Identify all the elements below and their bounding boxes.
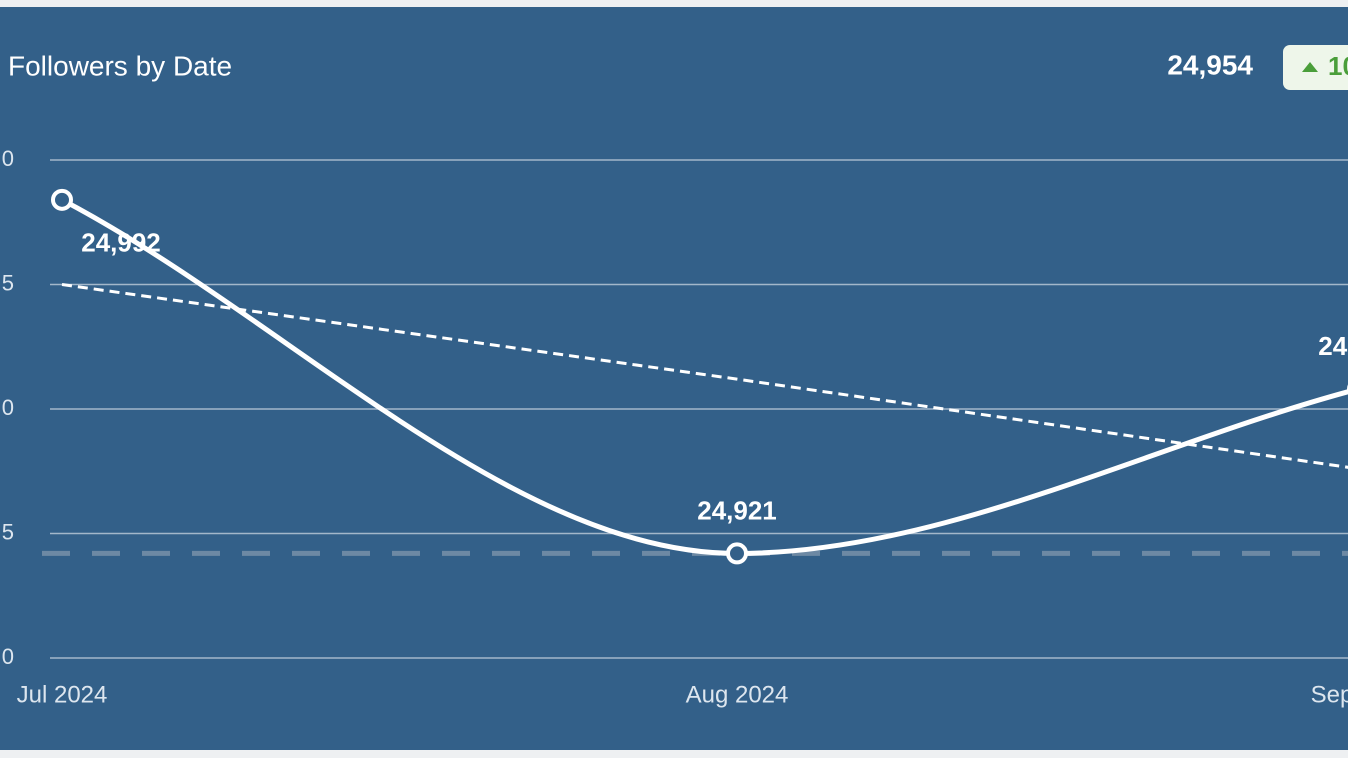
y-tick-label: 0 <box>2 395 14 420</box>
data-label: 24,954 <box>1318 331 1348 361</box>
x-tick-label: Sep 2024 <box>1311 681 1348 708</box>
point <box>726 542 748 565</box>
y-tick-label: 0 <box>2 644 14 669</box>
y-tick-label: 5 <box>2 519 14 544</box>
data-label: 24,921 <box>697 495 777 525</box>
up-arrow <box>1302 62 1318 72</box>
followers-line <box>60 197 1348 556</box>
point <box>51 188 73 211</box>
y-tick-label: 5 <box>2 270 14 295</box>
x-tick-label: Aug 2024 <box>686 681 789 708</box>
y-tick-label: 0 <box>2 146 14 171</box>
data-label: 24,992 <box>81 228 161 258</box>
change-badge <box>1283 45 1348 90</box>
current-value: 24,954 <box>1167 49 1253 80</box>
chart-title: Followers by Date <box>8 50 232 81</box>
badge-text: 10 <box>1328 51 1348 81</box>
panel <box>0 7 1348 750</box>
x-tick-label: Jul 2024 <box>17 681 108 708</box>
trend-line <box>61 283 1348 469</box>
